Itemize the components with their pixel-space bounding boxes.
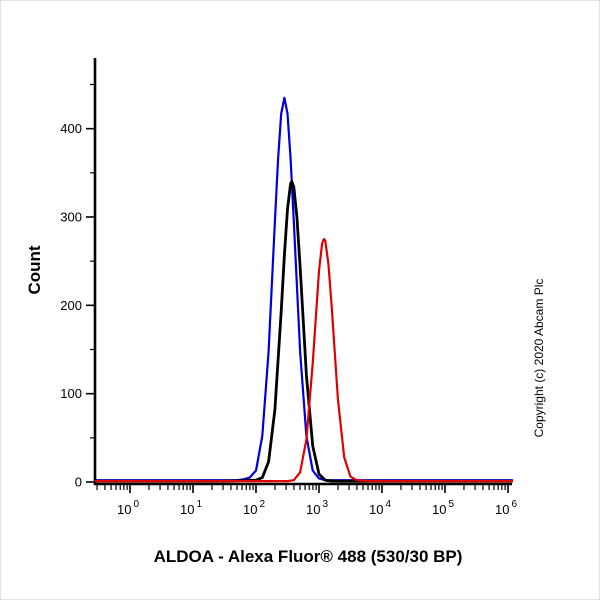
curves-group	[95, 96, 513, 483]
y-tick-label: 300	[60, 210, 82, 225]
x-tick-label: 10 6	[495, 499, 517, 517]
x-tick-label: 10 3	[306, 499, 328, 517]
axes-group	[86, 58, 512, 493]
y-tick-label: 0	[75, 475, 82, 490]
curve-blue-curve	[95, 96, 513, 482]
x-tick-label: 10 0	[117, 499, 139, 517]
curve-black-curve	[95, 180, 513, 483]
y-axis-label: Count	[25, 245, 44, 294]
x-tick-label: 10 2	[243, 499, 265, 517]
x-tick-label: 10 4	[369, 499, 391, 517]
x-tick-label: 10 5	[432, 499, 454, 517]
y-tick-label: 400	[60, 121, 82, 136]
y-tick-label: 200	[60, 298, 82, 313]
x-axis-label: ALDOA - Alexa Fluor® 488 (530/30 BP)	[154, 547, 463, 566]
y-tick-label: 100	[60, 386, 82, 401]
copyright-note: Copyright (c) 2020 Abcam Plc	[532, 279, 546, 438]
curve-red-curve	[95, 238, 513, 483]
tick-labels-group: 10 0 10 1 10 2 10 3 10 4 10 5 10 6 0 100 200 300 400	[60, 121, 517, 517]
x-tick-label: 10 1	[180, 499, 202, 517]
